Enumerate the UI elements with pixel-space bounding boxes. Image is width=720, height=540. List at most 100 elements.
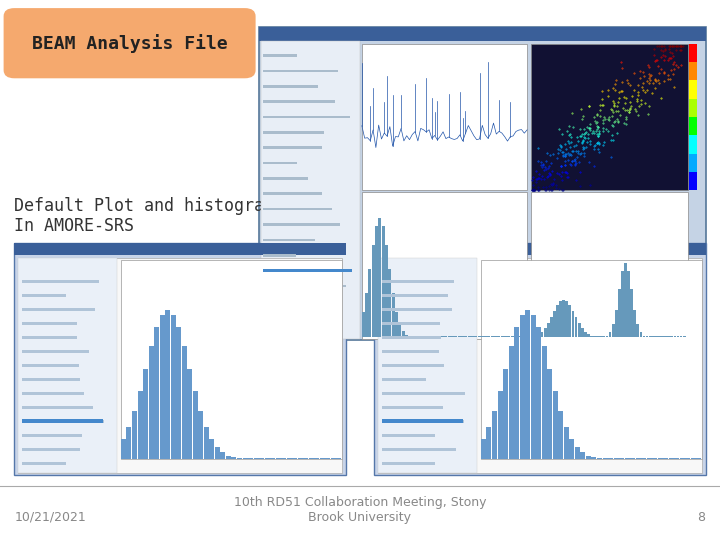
FancyBboxPatch shape — [575, 447, 580, 459]
FancyBboxPatch shape — [325, 458, 330, 459]
FancyBboxPatch shape — [536, 327, 541, 459]
FancyBboxPatch shape — [547, 323, 549, 337]
FancyBboxPatch shape — [658, 336, 661, 337]
FancyBboxPatch shape — [378, 258, 477, 472]
FancyBboxPatch shape — [395, 312, 398, 337]
FancyBboxPatch shape — [581, 328, 584, 337]
FancyBboxPatch shape — [690, 154, 697, 172]
FancyBboxPatch shape — [4, 8, 256, 78]
FancyBboxPatch shape — [14, 243, 346, 255]
FancyBboxPatch shape — [451, 336, 454, 337]
FancyBboxPatch shape — [525, 310, 530, 459]
FancyBboxPatch shape — [498, 336, 500, 337]
FancyBboxPatch shape — [670, 336, 673, 337]
FancyBboxPatch shape — [121, 439, 126, 459]
FancyBboxPatch shape — [517, 336, 520, 337]
FancyBboxPatch shape — [652, 336, 654, 337]
FancyBboxPatch shape — [405, 335, 408, 337]
FancyBboxPatch shape — [382, 322, 440, 325]
FancyBboxPatch shape — [248, 458, 253, 459]
FancyBboxPatch shape — [382, 420, 464, 423]
FancyBboxPatch shape — [498, 391, 503, 459]
FancyBboxPatch shape — [382, 378, 426, 381]
FancyBboxPatch shape — [22, 420, 104, 423]
FancyBboxPatch shape — [362, 192, 527, 339]
FancyBboxPatch shape — [181, 347, 186, 459]
FancyBboxPatch shape — [562, 300, 565, 337]
FancyBboxPatch shape — [263, 300, 305, 302]
FancyBboxPatch shape — [382, 448, 456, 451]
FancyBboxPatch shape — [187, 369, 192, 459]
FancyBboxPatch shape — [22, 434, 82, 437]
FancyBboxPatch shape — [618, 289, 621, 337]
FancyBboxPatch shape — [263, 208, 333, 211]
FancyBboxPatch shape — [18, 258, 342, 472]
FancyBboxPatch shape — [263, 100, 335, 103]
FancyBboxPatch shape — [673, 336, 676, 337]
FancyBboxPatch shape — [263, 54, 297, 57]
FancyBboxPatch shape — [374, 243, 706, 255]
Text: 10/21/2021: 10/21/2021 — [14, 511, 86, 524]
FancyBboxPatch shape — [259, 458, 264, 459]
FancyBboxPatch shape — [690, 117, 697, 136]
FancyBboxPatch shape — [680, 336, 683, 337]
FancyBboxPatch shape — [237, 458, 242, 459]
FancyBboxPatch shape — [154, 327, 159, 459]
FancyBboxPatch shape — [261, 40, 359, 339]
FancyBboxPatch shape — [263, 269, 352, 272]
FancyBboxPatch shape — [531, 314, 536, 459]
FancyBboxPatch shape — [487, 336, 490, 337]
FancyBboxPatch shape — [538, 334, 541, 337]
FancyBboxPatch shape — [541, 332, 544, 337]
FancyBboxPatch shape — [336, 458, 341, 459]
FancyBboxPatch shape — [362, 44, 527, 191]
FancyBboxPatch shape — [621, 271, 624, 337]
FancyBboxPatch shape — [263, 161, 297, 164]
FancyBboxPatch shape — [309, 458, 314, 459]
FancyBboxPatch shape — [411, 336, 415, 337]
FancyBboxPatch shape — [553, 311, 556, 337]
FancyBboxPatch shape — [121, 260, 342, 459]
FancyBboxPatch shape — [592, 457, 596, 459]
FancyBboxPatch shape — [606, 335, 608, 337]
FancyBboxPatch shape — [534, 335, 537, 337]
FancyBboxPatch shape — [597, 458, 602, 459]
FancyBboxPatch shape — [636, 458, 641, 459]
FancyBboxPatch shape — [639, 332, 642, 337]
FancyBboxPatch shape — [331, 458, 336, 459]
FancyBboxPatch shape — [572, 311, 575, 337]
FancyBboxPatch shape — [435, 336, 438, 337]
FancyBboxPatch shape — [22, 378, 80, 381]
FancyBboxPatch shape — [658, 458, 663, 459]
FancyBboxPatch shape — [647, 458, 652, 459]
FancyBboxPatch shape — [669, 458, 674, 459]
FancyBboxPatch shape — [564, 427, 569, 459]
FancyBboxPatch shape — [204, 427, 209, 459]
FancyBboxPatch shape — [382, 392, 465, 395]
FancyBboxPatch shape — [556, 306, 559, 337]
FancyBboxPatch shape — [612, 325, 615, 337]
FancyBboxPatch shape — [263, 269, 310, 272]
FancyBboxPatch shape — [481, 439, 486, 459]
FancyBboxPatch shape — [263, 285, 346, 287]
FancyBboxPatch shape — [320, 458, 325, 459]
FancyBboxPatch shape — [448, 336, 451, 337]
FancyBboxPatch shape — [22, 462, 66, 465]
FancyBboxPatch shape — [382, 406, 444, 409]
FancyBboxPatch shape — [665, 336, 667, 337]
FancyBboxPatch shape — [382, 419, 463, 423]
FancyBboxPatch shape — [458, 336, 461, 337]
FancyBboxPatch shape — [690, 80, 697, 99]
FancyBboxPatch shape — [690, 136, 697, 154]
FancyBboxPatch shape — [193, 391, 198, 459]
FancyBboxPatch shape — [508, 336, 510, 337]
FancyBboxPatch shape — [667, 336, 670, 337]
FancyBboxPatch shape — [263, 131, 324, 134]
FancyBboxPatch shape — [587, 334, 590, 337]
FancyBboxPatch shape — [575, 318, 577, 337]
FancyBboxPatch shape — [127, 427, 132, 459]
FancyBboxPatch shape — [541, 347, 546, 459]
FancyBboxPatch shape — [372, 245, 375, 337]
FancyBboxPatch shape — [22, 280, 99, 284]
FancyBboxPatch shape — [382, 308, 452, 311]
